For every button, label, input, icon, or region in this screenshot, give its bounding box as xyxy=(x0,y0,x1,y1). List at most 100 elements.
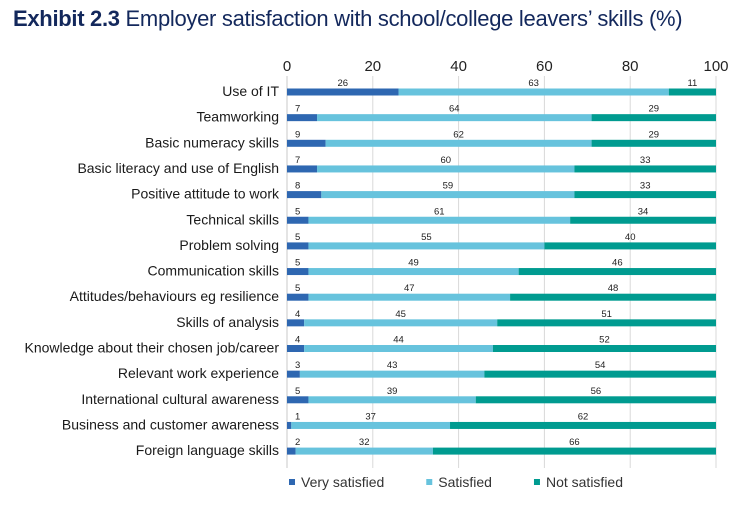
bar-segment-satisfied xyxy=(308,268,519,276)
bar-segment-satisfied xyxy=(317,114,592,122)
bar-segment-satisfied xyxy=(299,370,485,378)
bar-segment-not-satisfied xyxy=(591,139,716,147)
data-label: 62 xyxy=(453,129,464,140)
data-label: 40 xyxy=(625,232,636,243)
data-label: 46 xyxy=(612,258,623,269)
bar-segment-very-satisfied xyxy=(287,319,305,327)
data-label: 4 xyxy=(295,335,300,346)
bar-segment-not-satisfied xyxy=(574,191,716,199)
data-label: 49 xyxy=(408,258,419,269)
bar-segment-satisfied xyxy=(321,191,575,199)
x-tick-label: 80 xyxy=(622,58,639,75)
bar-segment-not-satisfied xyxy=(574,165,716,173)
bar-segment-satisfied xyxy=(325,139,592,147)
data-label: 5 xyxy=(295,283,300,294)
category-label: Relevant work experience xyxy=(118,365,279,381)
data-label: 61 xyxy=(434,206,445,217)
bar-segment-very-satisfied xyxy=(287,447,296,455)
bar-segment-very-satisfied xyxy=(287,216,309,224)
data-label: 51 xyxy=(601,309,612,320)
data-label: 29 xyxy=(649,104,660,115)
bar-segment-not-satisfied xyxy=(492,345,716,352)
bar-segment-very-satisfied xyxy=(287,139,326,147)
legend-swatch xyxy=(289,479,295,485)
data-label: 54 xyxy=(595,360,606,371)
data-labels: 26 63 117 64 299 62 297 60 338 59 335 61 345 55 405 49 4… xyxy=(295,78,697,448)
data-label: 62 xyxy=(578,411,589,422)
bar-segment-not-satisfied xyxy=(510,293,716,301)
bar-segment-not-satisfied xyxy=(450,421,716,429)
data-label: 48 xyxy=(608,283,619,294)
data-label: 5 xyxy=(295,258,300,269)
bars xyxy=(287,88,716,455)
data-label: 59 xyxy=(443,181,454,192)
bar-segment-very-satisfied xyxy=(287,268,309,276)
bar-segment-satisfied xyxy=(304,345,493,352)
category-label: Use of IT xyxy=(222,83,279,99)
data-label: 39 xyxy=(387,386,398,397)
data-label: 45 xyxy=(395,309,406,320)
bar-segment-satisfied xyxy=(308,216,571,224)
data-label: 29 xyxy=(649,129,660,140)
data-label: 26 xyxy=(337,78,348,89)
bar-segment-satisfied xyxy=(308,396,476,404)
bar-segment-not-satisfied xyxy=(475,396,716,404)
category-label: Foreign language skills xyxy=(136,442,279,458)
data-label: 56 xyxy=(591,386,602,397)
chart-title: Exhibit 2.3 Employer satisfaction with s… xyxy=(13,6,683,32)
data-label: 5 xyxy=(295,386,300,397)
bar-segment-very-satisfied xyxy=(287,88,399,96)
data-label: 8 xyxy=(295,181,300,192)
data-label: 66 xyxy=(569,437,580,448)
bar-segment-very-satisfied xyxy=(287,114,318,122)
x-tick-label: 40 xyxy=(450,58,467,75)
category-label: Basic literacy and use of English xyxy=(77,160,279,176)
bar-segment-satisfied xyxy=(295,447,433,455)
bar-segment-not-satisfied xyxy=(484,370,716,378)
category-label: Skills of analysis xyxy=(176,314,279,330)
legend-label: Not satisfied xyxy=(546,474,623,490)
legend-label: Satisfied xyxy=(438,474,492,490)
category-label: Technical skills xyxy=(186,211,279,227)
data-label: 64 xyxy=(449,104,460,115)
category-label: Attitudes/behaviours eg resilience xyxy=(70,288,280,304)
category-label: Problem solving xyxy=(179,237,279,253)
bar-segment-very-satisfied xyxy=(287,165,318,173)
category-label: Business and customer awareness xyxy=(62,416,279,432)
data-label: 60 xyxy=(440,155,451,166)
data-label: 1 xyxy=(295,411,300,422)
data-label: 32 xyxy=(359,437,370,448)
bar-segment-not-satisfied xyxy=(432,447,716,455)
x-axis-ticks: 0 20 40 60 80 100 xyxy=(283,58,729,75)
bar-segment-satisfied xyxy=(308,242,545,250)
x-tick-label: 0 xyxy=(283,58,291,75)
data-label: 47 xyxy=(404,283,415,294)
data-label: 2 xyxy=(295,437,300,448)
category-label: Communication skills xyxy=(148,263,279,279)
data-label: 37 xyxy=(365,411,376,422)
x-tick-label: 20 xyxy=(364,58,381,75)
legend-swatch xyxy=(533,479,540,485)
data-label: 9 xyxy=(295,129,300,140)
bar-segment-not-satisfied xyxy=(544,242,716,250)
category-label: Basic numeracy skills xyxy=(145,134,279,150)
bar-segment-very-satisfied xyxy=(287,396,309,404)
bar-segment-satisfied xyxy=(304,319,498,327)
category-label: International cultural awareness xyxy=(81,391,279,407)
bar-segment-very-satisfied xyxy=(287,293,309,301)
data-label: 7 xyxy=(295,104,300,115)
bar-segment-not-satisfied xyxy=(591,114,716,122)
bar-segment-very-satisfied xyxy=(287,191,322,199)
category-label: Knowledge about their chosen job/career xyxy=(24,340,279,356)
bar-segment-not-satisfied xyxy=(570,216,716,224)
bar-segment-satisfied xyxy=(398,88,669,96)
data-label: 52 xyxy=(599,335,610,346)
chart-title-prefix: Exhibit 2.3 xyxy=(13,6,120,31)
data-label: 34 xyxy=(638,206,649,217)
data-label: 44 xyxy=(393,335,404,346)
bar-segment-very-satisfied xyxy=(287,370,300,378)
data-label: 7 xyxy=(295,155,300,166)
bar-segment-very-satisfied xyxy=(287,421,292,429)
data-label: 33 xyxy=(640,181,651,192)
legend-swatch xyxy=(426,479,433,485)
